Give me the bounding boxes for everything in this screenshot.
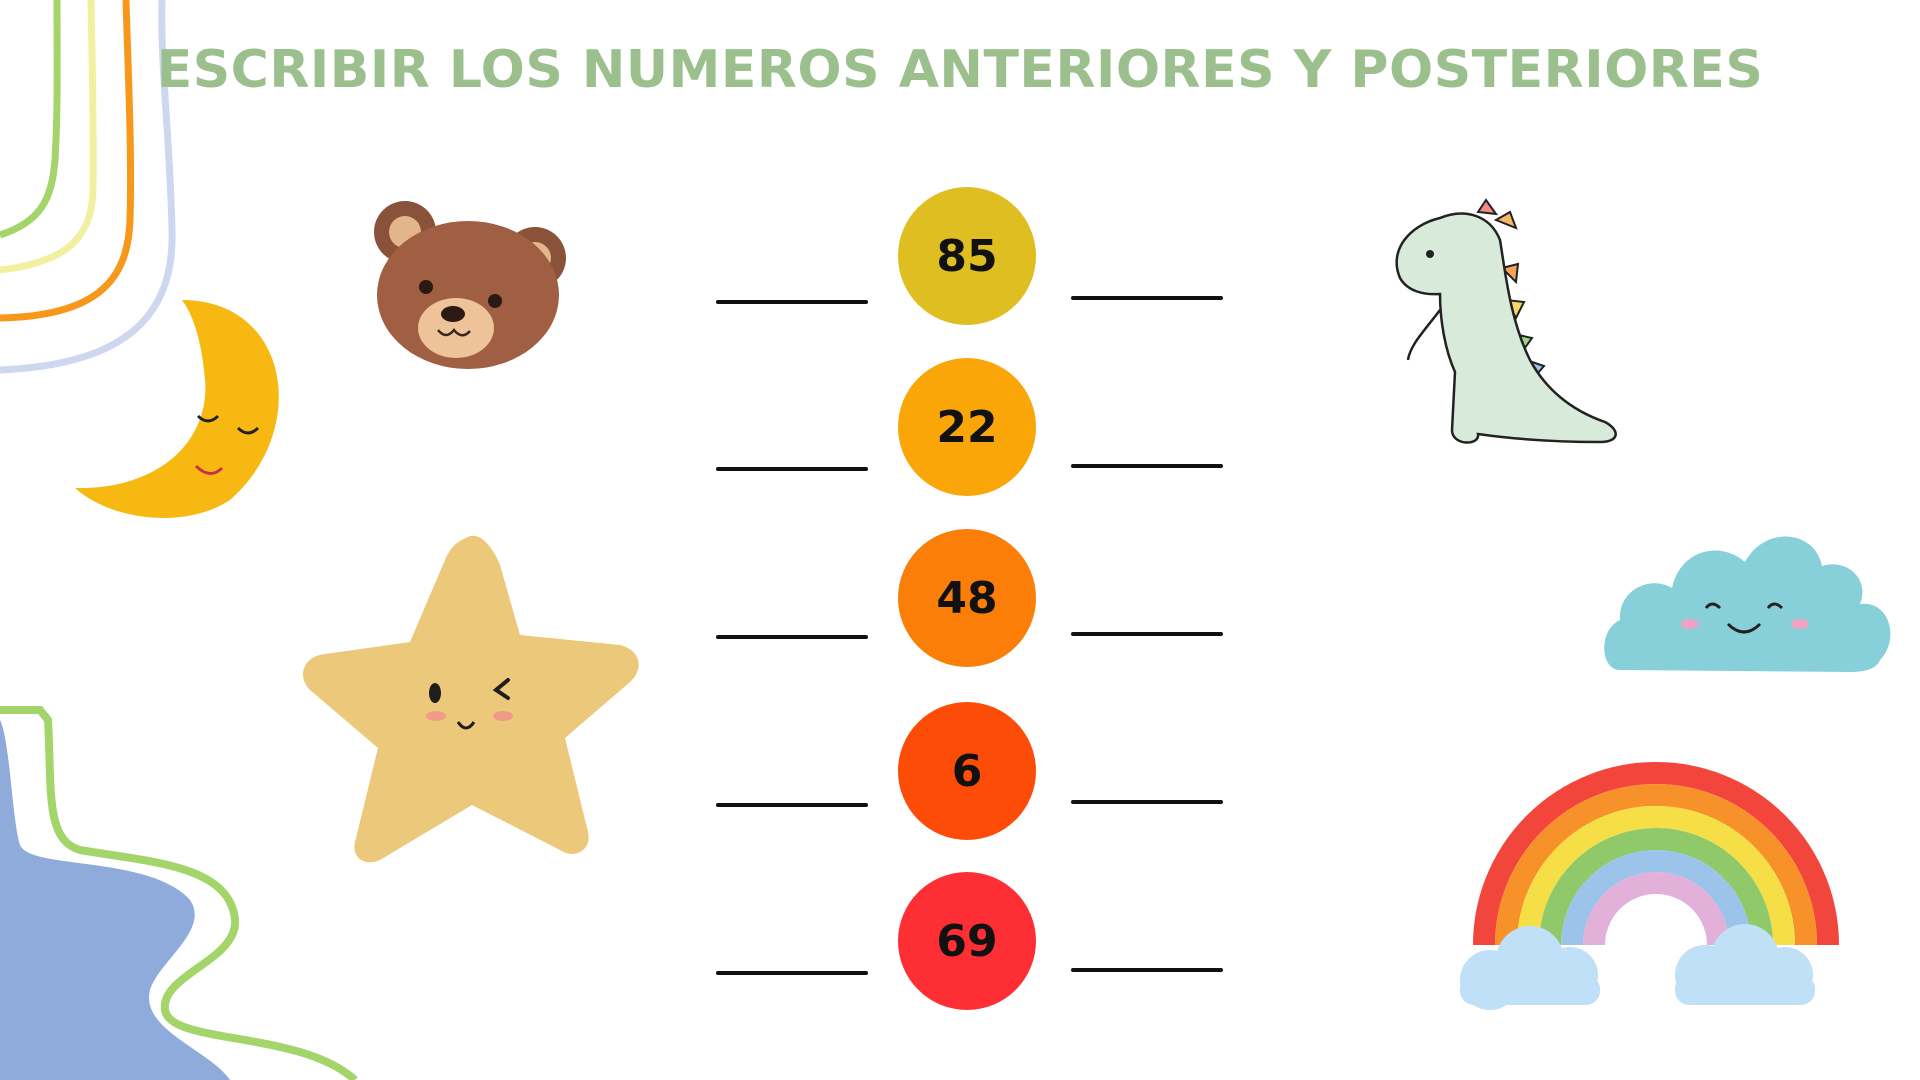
answer-blank-before-4[interactable] — [716, 803, 868, 807]
answer-blank-after-5[interactable] — [1071, 968, 1223, 972]
number-value: 22 — [936, 401, 998, 453]
number-value: 69 — [936, 915, 998, 967]
number-value: 85 — [936, 230, 998, 282]
number-circle-1: 85 — [898, 187, 1036, 325]
answer-blank-before-1[interactable] — [716, 300, 868, 304]
number-value: 48 — [936, 572, 998, 624]
answer-blank-before-3[interactable] — [716, 635, 868, 639]
answer-blank-after-4[interactable] — [1071, 800, 1223, 804]
answer-blank-after-3[interactable] — [1071, 632, 1223, 636]
page-title: ESCRIBIR LOS NUMEROS ANTERIORES Y POSTER… — [156, 40, 1764, 100]
answer-blank-before-5[interactable] — [716, 971, 868, 975]
answer-blank-after-2[interactable] — [1071, 464, 1223, 468]
answer-blank-before-2[interactable] — [716, 467, 868, 471]
number-circle-2: 22 — [898, 358, 1036, 496]
number-circle-4: 6 — [898, 702, 1036, 840]
number-circle-3: 48 — [898, 529, 1036, 667]
number-circle-5: 69 — [898, 872, 1036, 1010]
number-value: 6 — [951, 745, 983, 797]
answer-blank-after-1[interactable] — [1071, 296, 1223, 300]
